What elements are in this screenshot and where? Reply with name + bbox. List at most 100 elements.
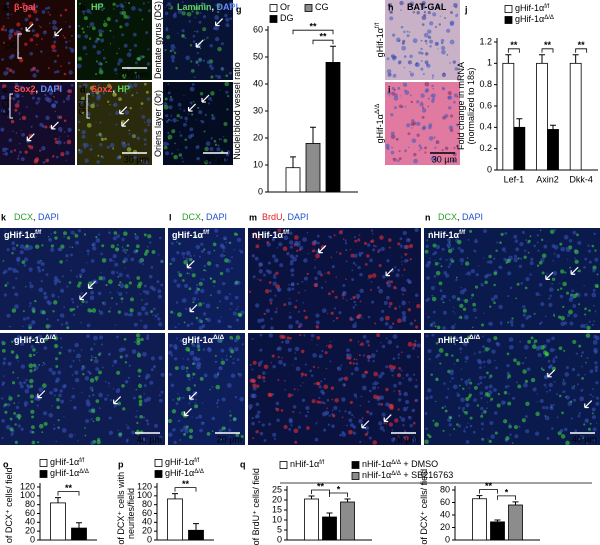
- cell: [149, 285, 154, 290]
- cell: [31, 320, 36, 325]
- cell: [435, 244, 441, 250]
- cell: [8, 68, 13, 73]
- cell: [34, 299, 37, 303]
- cell: [576, 373, 580, 377]
- cell: [16, 334, 22, 340]
- cell: [549, 294, 552, 298]
- cell: [202, 348, 206, 351]
- cell: [28, 267, 33, 272]
- cell: [259, 333, 263, 337]
- cell: [439, 289, 443, 293]
- cell: [581, 365, 583, 368]
- cell: [79, 275, 82, 278]
- cell: [481, 323, 485, 327]
- cell: [120, 297, 124, 301]
- cell: [338, 311, 342, 315]
- cell: [27, 385, 31, 390]
- cell: [277, 378, 280, 381]
- cell: [18, 31, 22, 35]
- cell: [133, 155, 137, 160]
- legend-label: gHif-1αΔ/Δ: [50, 468, 89, 478]
- cell: [412, 437, 417, 442]
- cell: [341, 229, 343, 232]
- cell: [289, 254, 294, 259]
- cell: [202, 312, 207, 316]
- cell: [291, 287, 295, 291]
- cell: [397, 159, 400, 162]
- cell: [177, 393, 179, 395]
- cell: [63, 72, 67, 76]
- cell: [95, 134, 98, 137]
- cell: [167, 134, 173, 140]
- cell: [419, 146, 423, 150]
- cell: [488, 254, 492, 259]
- cell: [143, 82, 147, 86]
- cell: [95, 60, 98, 63]
- cell: [143, 121, 146, 124]
- cell: [291, 273, 294, 277]
- cell: [200, 242, 204, 246]
- bar: [508, 504, 523, 541]
- cell: [367, 344, 370, 347]
- cell: [553, 348, 556, 351]
- cell: [98, 276, 103, 281]
- cell: [504, 231, 508, 235]
- cell: [312, 365, 316, 369]
- cell: [136, 136, 140, 140]
- cell: [94, 358, 99, 364]
- cell: [191, 376, 194, 379]
- y-axis-label: No. of BrdU⁺ cells/ field: [251, 468, 261, 545]
- cell: [6, 71, 9, 74]
- arrow: [183, 408, 192, 417]
- cell: [385, 422, 388, 425]
- cell: [95, 236, 98, 239]
- cell: [15, 132, 18, 134]
- cell: [251, 368, 254, 371]
- cell: [350, 298, 353, 301]
- cell: [7, 17, 9, 19]
- cell: [315, 320, 320, 325]
- cell: [449, 21, 455, 27]
- image-label-part: Sox2: [91, 84, 113, 94]
- cell: [529, 235, 532, 238]
- cell: [594, 310, 597, 313]
- cell: [354, 321, 357, 324]
- cell: [215, 74, 218, 78]
- cell: [565, 395, 570, 400]
- cell: [196, 52, 199, 55]
- cell: [540, 301, 545, 307]
- cell: [176, 283, 181, 288]
- cell: [444, 405, 447, 408]
- cell: [208, 64, 213, 68]
- cell: [400, 369, 403, 372]
- cell: [8, 138, 13, 142]
- bar: [304, 498, 319, 541]
- cell: [263, 324, 266, 326]
- cell: [184, 116, 188, 121]
- cell: [199, 376, 204, 381]
- cell: [275, 401, 280, 406]
- cell: [372, 385, 376, 390]
- cell: [241, 343, 244, 346]
- cell: [41, 244, 44, 247]
- cell: [1, 383, 5, 387]
- cell: [409, 54, 413, 59]
- cell: [412, 347, 415, 350]
- cell: [95, 4, 100, 9]
- cell: [594, 368, 598, 373]
- cell: [527, 251, 530, 254]
- cell: [427, 105, 430, 108]
- cell: [200, 337, 204, 340]
- cell: [64, 40, 68, 44]
- cell: [439, 257, 442, 261]
- cell: [441, 72, 447, 78]
- cell: [415, 62, 418, 65]
- cell: [578, 412, 582, 415]
- cell: [549, 347, 555, 353]
- cell: [204, 146, 209, 152]
- cell: [342, 238, 345, 240]
- cell: [197, 318, 203, 323]
- cell: [53, 300, 58, 305]
- cell: [193, 254, 196, 257]
- cell: [100, 8, 104, 12]
